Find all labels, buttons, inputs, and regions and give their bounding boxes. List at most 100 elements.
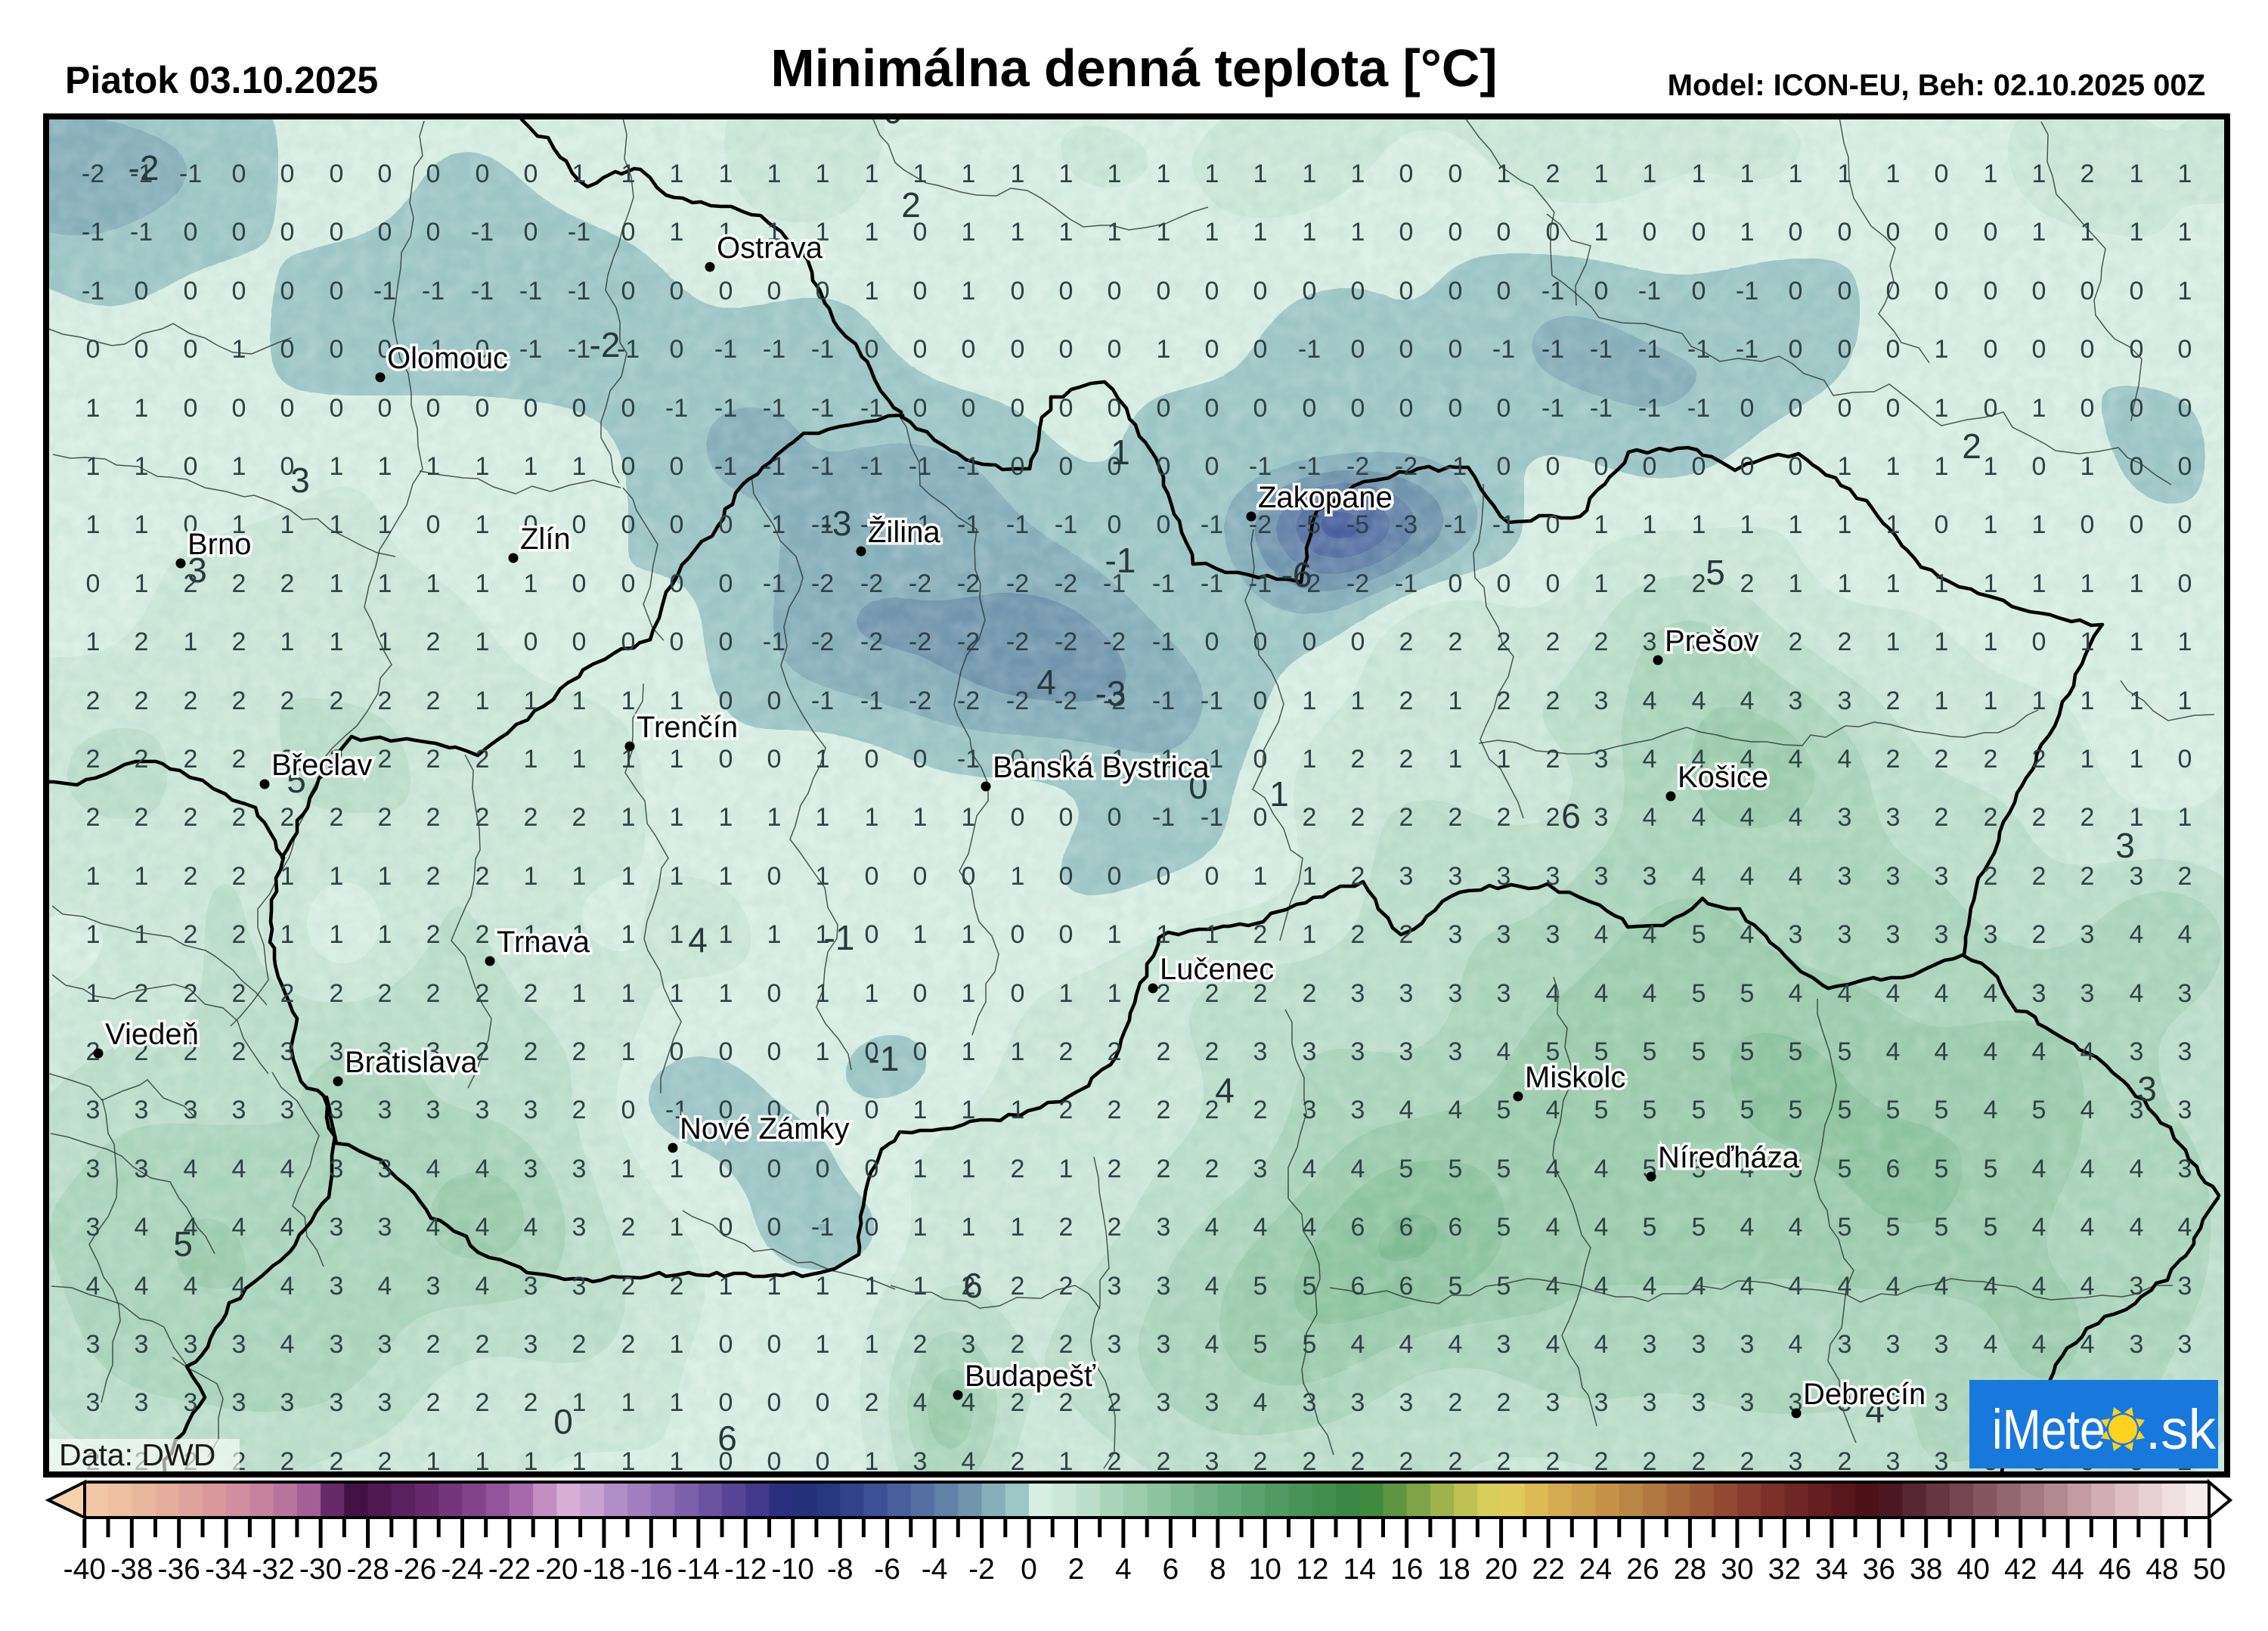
svg-text:3: 3: [1789, 920, 1803, 949]
svg-text:1: 1: [1157, 218, 1171, 247]
svg-text:1: 1: [1838, 160, 1852, 188]
svg-text:1: 1: [378, 862, 392, 891]
svg-text:Košice: Košice: [1678, 761, 1768, 794]
svg-text:0: 0: [1351, 335, 1365, 364]
svg-text:-2: -2: [1298, 569, 1321, 598]
svg-text:iMete: iMete: [1992, 1398, 2105, 1461]
svg-text:1: 1: [1253, 218, 1268, 247]
svg-text:2: 2: [962, 1272, 976, 1301]
svg-text:2: 2: [426, 628, 441, 656]
svg-text:-38: -38: [110, 1553, 153, 1586]
svg-text:2: 2: [1108, 1388, 1122, 1417]
svg-text:-1: -1: [1105, 541, 1136, 580]
svg-text:3: 3: [1886, 920, 1901, 949]
svg-text:4: 4: [1984, 1037, 1998, 1066]
svg-text:3: 3: [524, 1272, 538, 1301]
svg-text:2: 2: [1253, 920, 1268, 949]
svg-text:1: 1: [816, 862, 830, 891]
svg-text:0: 0: [2130, 510, 2144, 539]
svg-text:1: 1: [1789, 569, 1803, 598]
svg-text:0: 0: [1011, 277, 1025, 305]
svg-text:2: 2: [232, 745, 246, 774]
svg-text:-1: -1: [957, 452, 980, 481]
svg-text:2: 2: [1594, 1447, 1609, 1476]
svg-text:-2: -2: [1395, 452, 1418, 481]
svg-text:1: 1: [524, 569, 538, 598]
svg-text:2: 2: [1546, 803, 1560, 832]
svg-text:4: 4: [426, 1155, 441, 1183]
svg-text:6: 6: [1351, 1213, 1365, 1242]
svg-text:2: 2: [280, 569, 295, 598]
svg-text:0: 0: [524, 218, 538, 247]
svg-text:3: 3: [1546, 920, 1560, 949]
svg-text:0: 0: [1253, 335, 1268, 364]
svg-text:1: 1: [1351, 218, 1365, 247]
svg-text:0: 0: [1011, 394, 1025, 423]
svg-text:-1: -1: [957, 510, 980, 539]
svg-text:1: 1: [572, 160, 587, 188]
svg-text:4: 4: [1692, 1272, 1706, 1301]
svg-text:2: 2: [330, 979, 344, 1008]
svg-text:4: 4: [1984, 1272, 1998, 1301]
svg-text:2: 2: [184, 687, 198, 715]
svg-text:4: 4: [1399, 1330, 1414, 1359]
svg-text:4: 4: [1984, 1330, 1998, 1359]
svg-text:1: 1: [816, 1272, 830, 1301]
svg-text:3: 3: [184, 1388, 198, 1417]
svg-text:4: 4: [1740, 920, 1755, 949]
svg-text:2: 2: [1399, 803, 1414, 832]
svg-text:0: 0: [1594, 277, 1609, 305]
svg-text:-5: -5: [1298, 510, 1321, 539]
svg-text:0: 0: [330, 218, 344, 247]
svg-text:4: 4: [1740, 1272, 1755, 1301]
svg-text:4: 4: [280, 1213, 295, 1242]
svg-text:0: 0: [232, 277, 246, 305]
svg-text:2: 2: [1497, 1447, 1511, 1476]
svg-text:Brno: Brno: [187, 528, 252, 561]
svg-text:1: 1: [2178, 628, 2192, 656]
svg-text:2: 2: [476, 920, 490, 949]
svg-text:1: 1: [524, 920, 538, 949]
svg-text:-1: -1: [568, 277, 590, 305]
svg-text:2: 2: [1643, 569, 1657, 598]
svg-text:1: 1: [476, 628, 490, 656]
svg-text:3: 3: [426, 1272, 441, 1301]
svg-text:-1: -1: [422, 277, 445, 305]
svg-text:4: 4: [913, 1388, 928, 1417]
svg-text:1: 1: [1886, 452, 1901, 481]
svg-text:1: 1: [572, 1388, 587, 1417]
svg-text:0: 0: [1253, 687, 1268, 715]
svg-text:-2: -2: [82, 160, 104, 188]
svg-text:1: 1: [2032, 687, 2046, 715]
svg-text:1: 1: [1351, 160, 1365, 188]
svg-text:2: 2: [621, 1213, 636, 1242]
svg-text:0: 0: [1984, 218, 1998, 247]
svg-text:0: 0: [1021, 1553, 1037, 1586]
svg-text:-1: -1: [1590, 335, 1613, 364]
svg-text:0: 0: [719, 628, 733, 656]
svg-text:4: 4: [426, 1213, 441, 1242]
svg-text:5: 5: [1984, 1155, 1998, 1183]
svg-text:2: 2: [378, 803, 392, 832]
svg-text:3: 3: [1399, 1037, 1414, 1066]
svg-text:1: 1: [426, 1447, 441, 1476]
svg-text:0: 0: [621, 628, 636, 656]
svg-text:1: 1: [1011, 1037, 1025, 1066]
svg-text:5: 5: [1253, 1272, 1268, 1301]
svg-text:2: 2: [378, 1447, 392, 1476]
svg-text:3: 3: [330, 1037, 344, 1066]
svg-text:0: 0: [1448, 394, 1463, 423]
svg-text:0: 0: [962, 335, 976, 364]
svg-text:2: 2: [1351, 920, 1365, 949]
svg-text:-1: -1: [568, 218, 590, 247]
svg-text:1: 1: [86, 862, 101, 891]
svg-text:4: 4: [1594, 920, 1609, 949]
svg-text:4: 4: [1984, 979, 1998, 1008]
svg-text:3: 3: [1351, 1037, 1365, 1066]
svg-text:1: 1: [330, 452, 344, 481]
svg-text:4: 4: [2032, 1037, 2046, 1066]
svg-text:0: 0: [2032, 628, 2046, 656]
svg-text:1: 1: [330, 920, 344, 949]
svg-text:-1: -1: [1201, 745, 1223, 774]
svg-text:4: 4: [1546, 979, 1560, 1008]
